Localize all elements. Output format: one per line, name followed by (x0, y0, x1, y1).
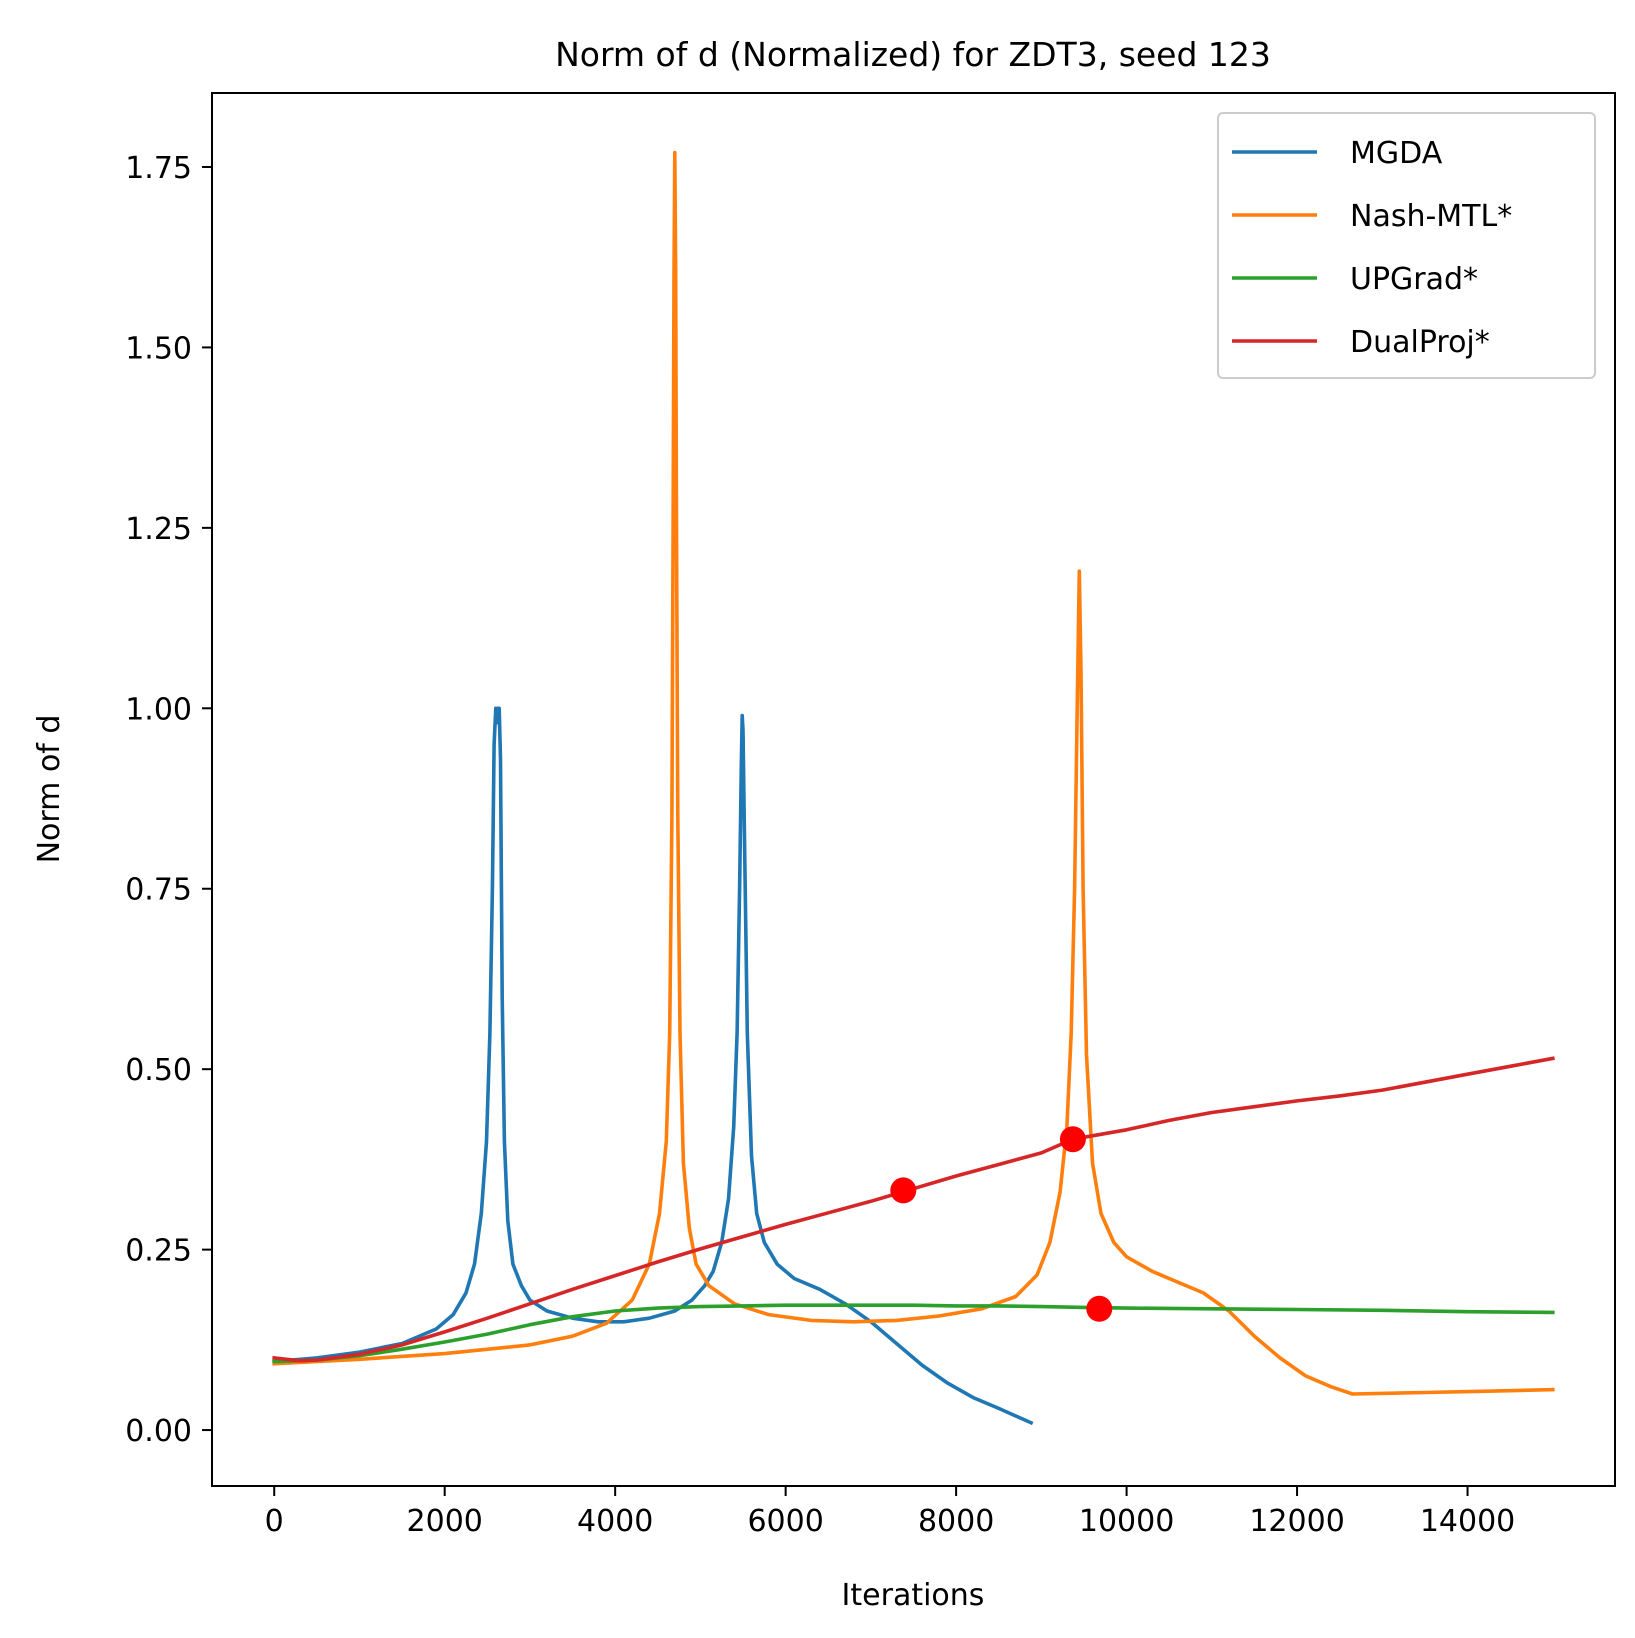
marker-point-3 (1086, 1295, 1113, 1322)
marker-point-1 (890, 1177, 917, 1204)
series-line-dualproj (272, 1056, 1555, 1363)
legend-box (1217, 112, 1596, 379)
legend: MGDA Nash-MTL* UPGrad* DualProj* (1217, 112, 1596, 379)
y-tick-label: 1.00 (125, 692, 192, 727)
x-tick-label: 14000 (1420, 1504, 1515, 1539)
series-line-upgrad (272, 1303, 1555, 1364)
y-tick-label: 1.25 (125, 512, 192, 547)
x-axis-label: Iterations (842, 1578, 985, 1613)
marker-point-2 (1059, 1126, 1086, 1153)
x-tick-label: 12000 (1249, 1504, 1344, 1539)
series-line-mgda (272, 706, 1034, 1426)
x-tick-label: 6000 (747, 1504, 823, 1539)
y-tick-label: 0.75 (125, 873, 192, 908)
x-axis: 0 2000 4000 6000 8000 10000 12000 14000 (265, 1486, 1515, 1539)
y-tick-label: 1.50 (125, 331, 192, 366)
legend-label: Nash-MTL* (1350, 199, 1512, 234)
y-tick-label: 1.75 (125, 151, 192, 186)
legend-label: DualProj* (1350, 325, 1490, 360)
marker-layer (890, 1126, 1113, 1322)
y-axis: 0.00 0.25 0.50 0.75 1.00 1.25 1.50 1.75 (125, 151, 212, 1449)
x-tick-label: 0 (265, 1504, 284, 1539)
x-tick-label: 2000 (407, 1504, 483, 1539)
series-line-nash-mtl (272, 150, 1555, 1396)
y-axis-label: Norm of d (32, 715, 67, 864)
x-tick-label: 4000 (577, 1504, 653, 1539)
x-tick-label: 10000 (1079, 1504, 1174, 1539)
y-tick-label: 0.00 (125, 1414, 192, 1449)
series-layer (272, 150, 1555, 1426)
plot-area-frame (211, 92, 1616, 1487)
y-tick-label: 0.50 (125, 1053, 192, 1088)
x-tick-label: 8000 (918, 1504, 994, 1539)
y-tick-label: 0.25 (125, 1234, 192, 1269)
legend-label: UPGrad* (1350, 262, 1478, 297)
chart-title: Norm of d (Normalized) for ZDT3, seed 12… (555, 35, 1271, 74)
legend-label: MGDA (1350, 136, 1443, 171)
